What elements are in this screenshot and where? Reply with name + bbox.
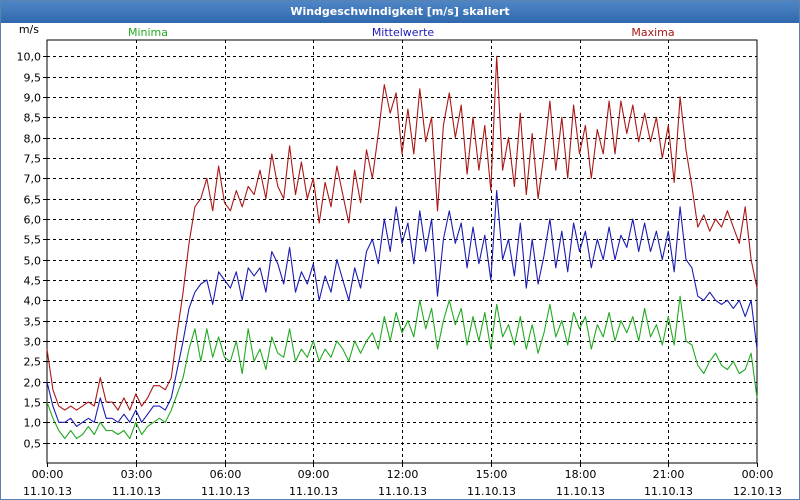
x-tick-date-label: 11.10.13: [556, 485, 605, 498]
y-tick-label: 3,0: [24, 336, 42, 349]
legend-label-maxima: Maxima: [631, 26, 674, 39]
y-tick-label: 4,5: [24, 275, 42, 288]
y-tick-label: 9,5: [24, 72, 42, 85]
x-tick-date-label: 11.10.13: [644, 485, 693, 498]
y-tick-label: 7,0: [24, 173, 42, 186]
x-tick-time-label: 15:00: [476, 468, 508, 481]
series-line-maxima: [46, 55, 758, 411]
y-tick-label: 1,5: [24, 397, 42, 410]
y-tick-label: 3,5: [24, 316, 42, 329]
legend-label-minima: Minima: [128, 26, 168, 39]
y-tick-label: 1,0: [24, 417, 42, 430]
x-tick-time-label: 12:00: [387, 468, 419, 481]
x-tick-time-label: 21:00: [653, 468, 685, 481]
x-tick-date-label: 11.10.13: [289, 485, 338, 498]
x-tick-date-label: 11.10.13: [467, 485, 516, 498]
legend-label-mittelwerte: Mittelwerte: [372, 26, 435, 39]
series-line-mittelwerte: [46, 189, 758, 427]
x-tick-time-label: 18:00: [565, 468, 597, 481]
y-tick-label: 10,0: [17, 51, 42, 64]
series-line-minima: [46, 295, 758, 440]
y-tick-label: 8,5: [24, 112, 42, 125]
x-tick-time-label: 06:00: [210, 468, 242, 481]
y-tick-label: 4,0: [24, 295, 42, 308]
y-tick-label: 7,5: [24, 153, 42, 166]
y-tick-label: 5,0: [24, 255, 42, 268]
y-tick-label: 2,5: [24, 356, 42, 369]
x-tick-date-label: 12.10.13: [733, 485, 782, 498]
x-tick-date-label: 11.10.13: [201, 485, 250, 498]
x-tick-time-label: 00:00: [742, 468, 774, 481]
y-tick-label: 8,0: [24, 133, 42, 146]
y-tick-label: 2,0: [24, 377, 42, 390]
y-tick-label: 0,5: [24, 438, 42, 451]
x-tick-time-label: 00:00: [32, 468, 64, 481]
y-tick-label: 6,0: [24, 214, 42, 227]
y-tick-label: 6,5: [24, 194, 42, 207]
x-tick-date-label: 11.10.13: [23, 485, 72, 498]
y-tick-label: 5,5: [24, 234, 42, 247]
x-tick-date-label: 11.10.13: [112, 485, 161, 498]
x-tick-time-label: 09:00: [298, 468, 330, 481]
x-tick-time-label: 03:00: [121, 468, 153, 481]
window-title: Windgeschwindigkeit [m/s] skaliert: [1, 1, 799, 23]
y-axis-label: m/s: [19, 23, 39, 36]
y-tick-label: 9,0: [24, 92, 42, 105]
x-tick-date-label: 11.10.13: [378, 485, 427, 498]
